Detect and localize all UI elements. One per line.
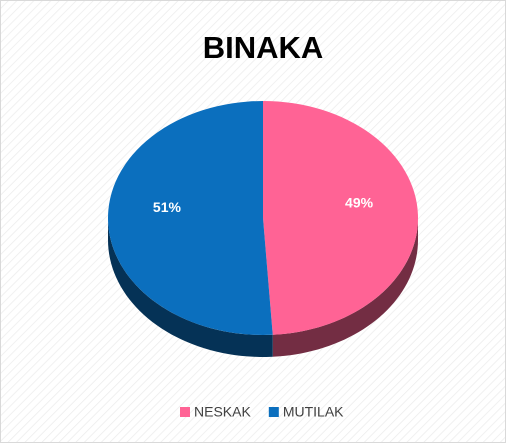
pie-side xyxy=(272,218,418,357)
chart-title: BINAKA xyxy=(203,30,324,65)
legend-label: MUTILAK xyxy=(283,404,344,420)
legend-label: NESKAK xyxy=(194,404,251,420)
legend-swatch xyxy=(180,407,190,417)
pie-slice xyxy=(263,101,419,335)
data-label: 51% xyxy=(153,199,182,215)
pie-side xyxy=(108,218,273,357)
pie-slice xyxy=(108,101,273,335)
data-label: 49% xyxy=(345,194,374,210)
legend-swatch xyxy=(268,407,279,417)
